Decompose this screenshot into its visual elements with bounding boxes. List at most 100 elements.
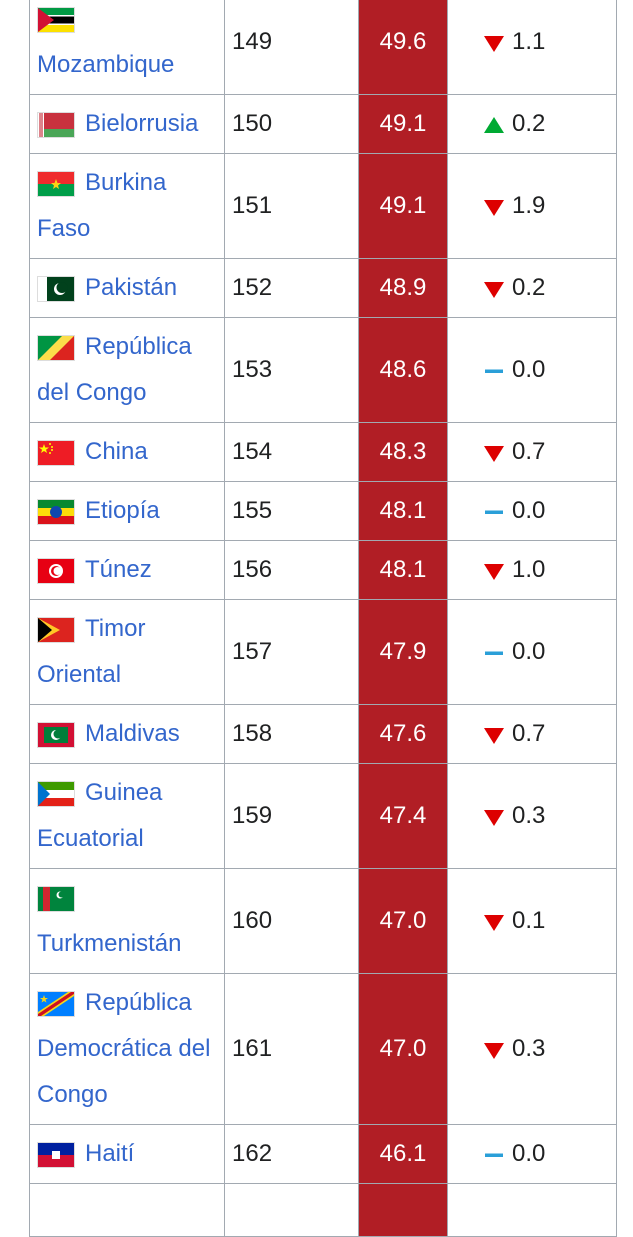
change: 1.1 <box>447 0 617 95</box>
country-link[interactable]: República Democrática del Congo <box>37 989 211 1108</box>
change-value: 0.2 <box>512 110 546 137</box>
change <box>447 1183 617 1237</box>
score: 48.3 <box>358 422 448 482</box>
score: 47.4 <box>358 763 448 869</box>
change-value: 1.0 <box>512 556 546 583</box>
country-cell: Pakistán <box>29 258 225 318</box>
change-value: 0.7 <box>512 438 546 465</box>
row: Etiopía 155 48.1 0.0 <box>29 481 617 541</box>
score: 47.0 <box>358 868 448 974</box>
flag <box>37 334 75 361</box>
country-link[interactable]: Guinea Ecuatorial <box>37 779 163 852</box>
down-icon <box>484 281 504 298</box>
change: 0.2 <box>447 258 617 318</box>
flag <box>37 170 75 197</box>
score: 47.0 <box>358 973 448 1125</box>
country-cell <box>29 1183 225 1237</box>
flag <box>37 780 75 807</box>
same-icon <box>485 510 503 514</box>
row: Mozambique 149 49.6 1.1 <box>29 0 617 95</box>
country-link[interactable]: Mozambique <box>37 51 175 78</box>
change: 0.3 <box>447 973 617 1125</box>
score: 49.1 <box>358 94 448 154</box>
down-icon <box>484 809 504 826</box>
score: 46.1 <box>358 1124 448 1184</box>
rank: 156 <box>224 540 359 600</box>
row: Turkmenistán 160 47.0 0.1 <box>29 868 617 974</box>
row: Bielorrusia 150 49.1 0.2 <box>29 94 617 154</box>
change: 0.1 <box>447 868 617 974</box>
country-link[interactable]: Pakistán <box>85 274 178 301</box>
flag <box>37 721 75 748</box>
row: Guinea Ecuatorial 159 47.4 0.3 <box>29 763 617 869</box>
country-link[interactable]: Turkmenistán <box>37 930 182 957</box>
country-link[interactable]: República del Congo <box>37 333 192 406</box>
down-icon <box>484 199 504 216</box>
down-icon <box>484 35 504 52</box>
country-link[interactable]: Burkina Faso <box>37 169 167 242</box>
flag <box>37 275 75 302</box>
country-cell: Túnez <box>29 540 225 600</box>
change: 0.3 <box>447 763 617 869</box>
row: China 154 48.3 0.7 <box>29 422 617 482</box>
same-icon <box>485 369 503 373</box>
change: 0.7 <box>447 704 617 764</box>
rank: 149 <box>224 0 359 95</box>
rank: 162 <box>224 1124 359 1184</box>
row: Túnez 156 48.1 1.0 <box>29 540 617 600</box>
rank: 157 <box>224 599 359 705</box>
country-link[interactable]: Timor Oriental <box>37 615 146 688</box>
change-value: 0.0 <box>512 638 546 665</box>
score: 48.6 <box>358 317 448 423</box>
country-link[interactable]: Maldivas <box>85 720 180 747</box>
country-cell: Etiopía <box>29 481 225 541</box>
change-value: 0.0 <box>512 497 546 524</box>
flag <box>37 1141 75 1168</box>
down-icon <box>484 727 504 744</box>
country-link[interactable]: China <box>85 438 148 465</box>
rank: 155 <box>224 481 359 541</box>
country-cell: Timor Oriental <box>29 599 225 705</box>
row: Timor Oriental 157 47.9 0.0 <box>29 599 617 705</box>
change-value: 0.0 <box>512 1140 546 1167</box>
flag <box>37 990 75 1017</box>
score: 49.6 <box>358 0 448 95</box>
rank: 153 <box>224 317 359 423</box>
change: 0.2 <box>447 94 617 154</box>
country-link[interactable]: Etiopía <box>85 497 160 524</box>
row: Haití 162 46.1 0.0 <box>29 1124 617 1184</box>
country-link[interactable]: Túnez <box>85 556 152 583</box>
change-value: 0.1 <box>512 907 546 934</box>
same-icon <box>485 1153 503 1157</box>
rank: 151 <box>224 153 359 259</box>
rank: 161 <box>224 973 359 1125</box>
row: República Democrática del Congo 161 47.0… <box>29 973 617 1125</box>
country-link[interactable]: Bielorrusia <box>85 110 199 137</box>
rank: 159 <box>224 763 359 869</box>
rank: 160 <box>224 868 359 974</box>
change: 1.9 <box>447 153 617 259</box>
score: 47.6 <box>358 704 448 764</box>
score <box>358 1183 448 1237</box>
flag <box>37 111 75 138</box>
country-cell: República Democrática del Congo <box>29 973 225 1125</box>
rank <box>224 1183 359 1237</box>
score: 47.9 <box>358 599 448 705</box>
country-cell: Haití <box>29 1124 225 1184</box>
country-cell: Mozambique <box>29 0 225 95</box>
change: 0.0 <box>447 1124 617 1184</box>
country-cell: Burkina Faso <box>29 153 225 259</box>
up-icon <box>484 116 504 133</box>
row <box>29 1183 617 1237</box>
country-link[interactable]: Haití <box>85 1140 135 1167</box>
flag <box>37 885 75 912</box>
rank: 154 <box>224 422 359 482</box>
page: Mozambique 149 49.6 1.1 Bielorrusia 150 … <box>29 0 617 1237</box>
change: 0.7 <box>447 422 617 482</box>
flag <box>37 498 75 525</box>
change: 0.0 <box>447 481 617 541</box>
change: 1.0 <box>447 540 617 600</box>
change: 0.0 <box>447 599 617 705</box>
change: 0.0 <box>447 317 617 423</box>
row: Burkina Faso 151 49.1 1.9 <box>29 153 617 259</box>
